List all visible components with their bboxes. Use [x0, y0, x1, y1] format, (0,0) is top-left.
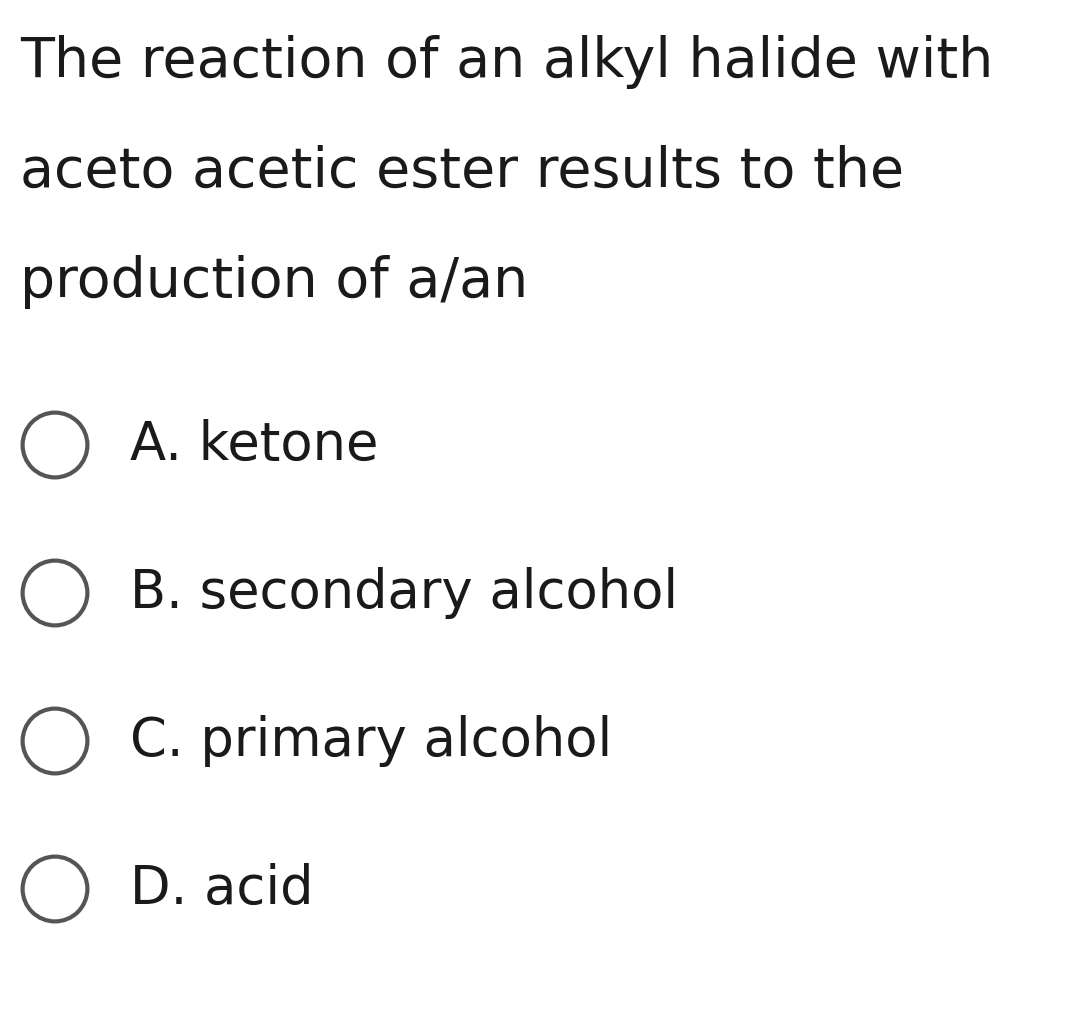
- Text: B. secondary alcohol: B. secondary alcohol: [130, 567, 678, 619]
- Text: C. primary alcohol: C. primary alcohol: [130, 715, 612, 767]
- Text: production of a/an: production of a/an: [21, 255, 528, 309]
- Text: D. acid: D. acid: [130, 863, 313, 915]
- Text: aceto acetic ester results to the: aceto acetic ester results to the: [21, 145, 904, 199]
- Text: The reaction of an alkyl halide with: The reaction of an alkyl halide with: [21, 35, 994, 89]
- Text: A. ketone: A. ketone: [130, 419, 378, 471]
